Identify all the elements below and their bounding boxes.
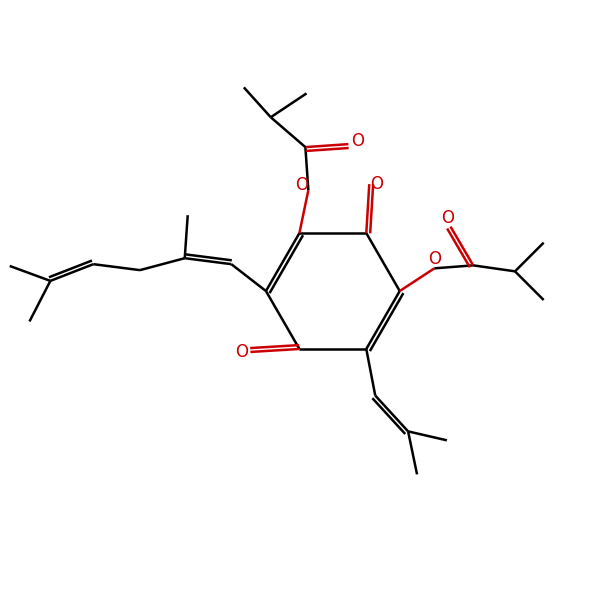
Text: O: O	[351, 132, 364, 150]
Text: O: O	[295, 176, 308, 194]
Text: O: O	[370, 175, 383, 193]
Text: O: O	[235, 343, 248, 361]
Text: O: O	[428, 250, 441, 268]
Text: O: O	[441, 209, 454, 227]
